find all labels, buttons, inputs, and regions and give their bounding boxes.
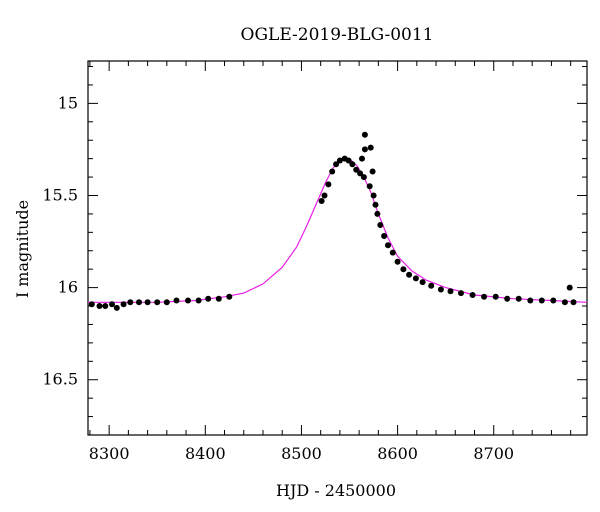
data-point (173, 297, 180, 304)
data-point (195, 297, 202, 304)
data-point (367, 144, 374, 151)
data-point (361, 131, 368, 138)
data-point (469, 292, 476, 298)
data-point (377, 222, 384, 228)
axis-ticks (88, 61, 587, 436)
y-tick-label: 15 (58, 93, 78, 112)
y-axis-label: I magnitude (13, 200, 32, 298)
data-point (349, 161, 356, 168)
axis-tick-labels: 8300 8400 8500 8600 8700 15 15.5 16 16.5 (42, 93, 514, 463)
x-tick-label: 8500 (281, 444, 322, 463)
data-points-series (88, 131, 577, 311)
data-point (113, 304, 120, 311)
data-point (481, 293, 488, 300)
data-point (419, 279, 426, 286)
data-point (127, 299, 134, 306)
data-point (406, 271, 413, 278)
model-curve-series (88, 157, 588, 303)
data-point (205, 295, 212, 302)
y-tick-label: 16 (58, 278, 78, 297)
data-point (360, 174, 367, 181)
data-point (566, 284, 573, 291)
model-curve-line (88, 157, 588, 303)
data-point (504, 295, 511, 302)
data-point (538, 297, 545, 304)
data-point (385, 242, 391, 249)
chart-title: OGLE-2019-BLG-0011 (241, 25, 434, 45)
data-point (437, 286, 444, 293)
data-point (120, 301, 127, 308)
x-tick-label: 8700 (473, 444, 514, 463)
data-point (370, 192, 377, 199)
data-point (102, 303, 109, 309)
data-point (428, 282, 435, 289)
data-point (325, 181, 332, 188)
data-point (336, 157, 343, 164)
data-point (389, 249, 396, 256)
data-point (447, 288, 454, 295)
data-point (154, 299, 161, 306)
data-point (359, 155, 365, 162)
data-point (215, 295, 222, 302)
data-point (136, 299, 142, 306)
data-point (361, 146, 368, 153)
data-point (185, 297, 191, 304)
y-tick-label: 15.5 (42, 185, 78, 204)
data-point (96, 303, 103, 309)
data-point (318, 198, 325, 204)
data-point (353, 166, 360, 173)
data-point (400, 266, 407, 273)
x-tick-label: 8600 (377, 444, 418, 463)
data-point (374, 210, 381, 217)
data-point (550, 297, 557, 304)
y-tick-label: 16.5 (42, 370, 78, 389)
data-point (366, 183, 373, 190)
data-point (515, 295, 522, 302)
x-axis-label: HJD - 2450000 (276, 481, 396, 500)
data-point (333, 161, 340, 168)
data-point (321, 192, 328, 199)
x-tick-label: 8300 (89, 444, 130, 463)
data-point (226, 293, 233, 300)
data-point (369, 168, 376, 175)
x-tick-label: 8400 (185, 444, 226, 463)
data-point (144, 299, 151, 306)
data-point (345, 157, 352, 164)
data-point (412, 275, 419, 282)
data-point (561, 299, 568, 306)
data-point (381, 233, 388, 239)
data-point (372, 201, 379, 208)
data-point (88, 301, 95, 308)
data-point (492, 293, 499, 300)
data-point (357, 170, 364, 177)
data-point (329, 168, 336, 175)
data-point (109, 301, 115, 308)
data-point (458, 290, 464, 297)
data-point (527, 297, 534, 304)
plot-frame (87, 60, 588, 436)
data-point (394, 258, 401, 265)
data-point (163, 299, 170, 306)
data-point (570, 299, 577, 306)
